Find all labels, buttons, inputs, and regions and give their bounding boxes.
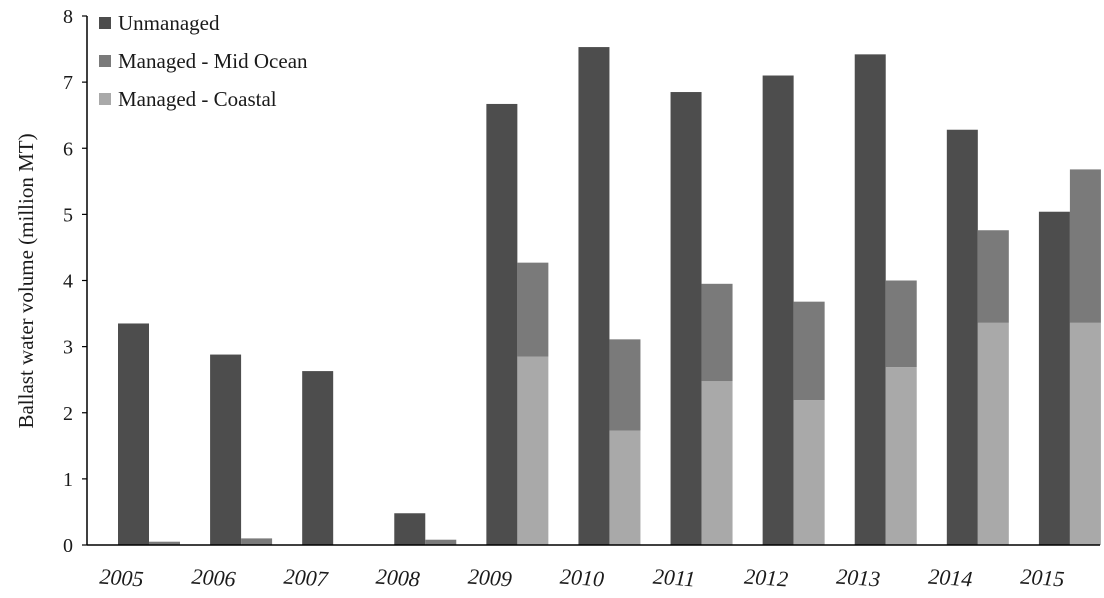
y-tick-label: 3 [63, 337, 73, 359]
x-tick-label: 2014 [928, 564, 974, 592]
legend-swatch [99, 55, 111, 67]
legend: Unmanaged Managed - Mid Ocean Managed - Co… [99, 11, 308, 111]
legend-label: Unmanaged [118, 11, 220, 35]
y-tick-label: 4 [63, 271, 73, 293]
bar-unmanaged-2012 [762, 75, 794, 545]
y-tick-label: 7 [63, 72, 73, 94]
y-tick-label: 1 [63, 469, 73, 491]
y-tick-label: 8 [63, 6, 73, 28]
bar-coastal-2009 [517, 356, 549, 545]
bar-unmanaged-2007 [302, 371, 334, 545]
legend-label: Managed - Mid Ocean [118, 49, 308, 73]
bar-coastal-2011 [701, 381, 733, 545]
y-tick-label: 5 [63, 204, 73, 226]
bar-mid-ocean-2009 [517, 262, 549, 357]
bar-unmanaged-2010 [578, 47, 610, 546]
bar-mid-ocean-2010 [609, 339, 641, 431]
x-tick-label: 2013 [835, 564, 881, 592]
x-tick-label: 2010 [559, 564, 605, 592]
x-tick-label: 2007 [283, 564, 330, 592]
bar-coastal-2015 [1069, 322, 1101, 545]
y-tick-label: 0 [63, 535, 73, 557]
x-tick-label: 2009 [467, 564, 513, 592]
y-ticks: 0 1 2 3 4 5 6 7 8 [63, 6, 87, 557]
bar-mid-ocean-2006 [241, 538, 273, 545]
bar-mid-ocean-2011 [701, 283, 733, 382]
bar-unmanaged-2009 [486, 103, 518, 545]
bar-coastal-2014 [977, 322, 1009, 545]
bar-unmanaged-2014 [946, 129, 978, 546]
x-tick-label: 2011 [652, 564, 696, 592]
x-tick-label: 2005 [99, 564, 145, 592]
y-tick-label: 2 [63, 403, 73, 425]
bar-unmanaged-2006 [210, 354, 242, 545]
legend-swatch [99, 93, 111, 105]
y-axis-label: Ballast water volume (million MT) [14, 133, 38, 428]
bar-mid-ocean-2012 [793, 301, 825, 401]
bar-unmanaged-2013 [854, 54, 886, 545]
legend-label: Managed - Coastal [118, 87, 277, 111]
x-tick-label: 2006 [191, 564, 237, 592]
bar-mid-ocean-2013 [885, 280, 917, 368]
x-tick-label: 2015 [1020, 564, 1066, 592]
bar-unmanaged-2011 [670, 92, 702, 545]
bar-mid-ocean-2015 [1069, 169, 1101, 323]
bar-coastal-2013 [885, 367, 917, 545]
x-ticks: 2005 2006 2007 2008 2009 2010 2011 2012 2013 2014… [99, 564, 1066, 592]
bar-unmanaged-2015 [1038, 211, 1070, 546]
legend-swatch [99, 17, 111, 29]
bar-mid-ocean-2005 [149, 541, 180, 545]
bars-layer [118, 47, 1101, 546]
bar-mid-ocean-2014 [977, 230, 1009, 323]
bar-coastal-2010 [609, 430, 641, 545]
x-tick-label: 2012 [743, 564, 789, 592]
bar-unmanaged-2005 [118, 323, 149, 545]
y-tick-label: 6 [63, 138, 73, 160]
bar-unmanaged-2008 [394, 513, 426, 545]
bar-coastal-2012 [793, 400, 825, 545]
x-tick-label: 2008 [375, 564, 421, 592]
bar-mid-ocean-2008 [425, 539, 457, 545]
